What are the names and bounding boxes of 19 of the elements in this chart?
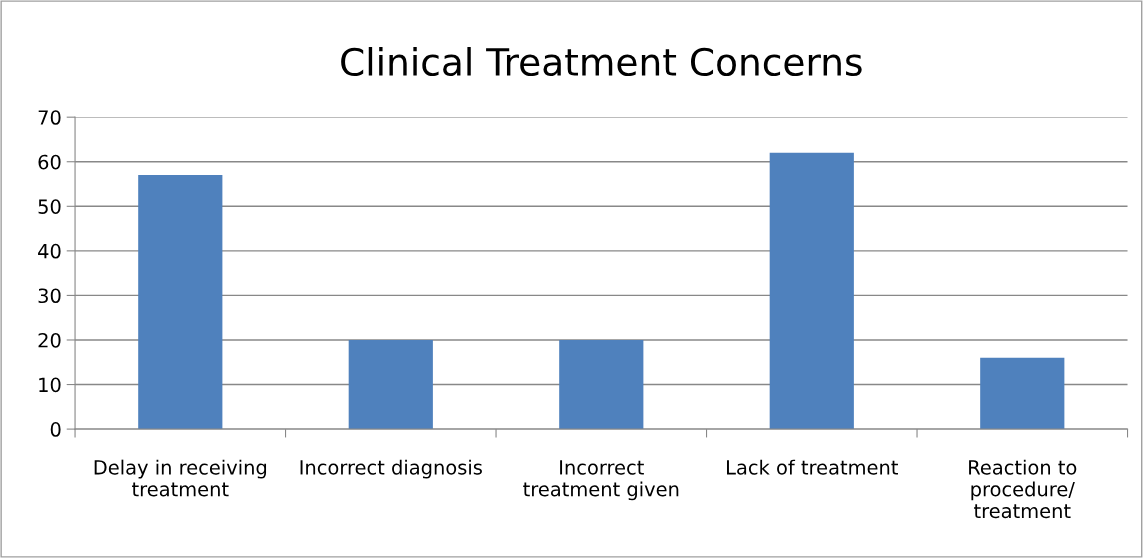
bar bbox=[559, 339, 644, 430]
y-tick-label: 40 bbox=[38, 243, 61, 259]
chart-title: Clinical Treatment Concerns bbox=[341, 47, 862, 77]
x-tick-label: Lack of treatment bbox=[727, 459, 898, 475]
x-tick-label: Incorrect treatment given bbox=[523, 460, 679, 501]
x-tick-label: Reaction to procedure/ treatment bbox=[969, 459, 1077, 519]
bar bbox=[769, 152, 854, 430]
y-tick-label: 0 bbox=[50, 422, 61, 437]
y-tick-label: 30 bbox=[38, 288, 61, 304]
y-tick-label: 50 bbox=[38, 199, 61, 214]
x-tick-label: Incorrect diagnosis bbox=[300, 459, 482, 479]
bar bbox=[348, 339, 433, 430]
x-tick-label: Delay in receiving treatment bbox=[94, 459, 267, 497]
y-tick-label: 10 bbox=[39, 377, 61, 393]
y-tick-label: 20 bbox=[38, 332, 61, 348]
bar bbox=[138, 175, 223, 430]
y-tick-label: 70 bbox=[38, 110, 61, 125]
y-tick-label: 60 bbox=[38, 154, 61, 170]
bar bbox=[980, 357, 1065, 430]
